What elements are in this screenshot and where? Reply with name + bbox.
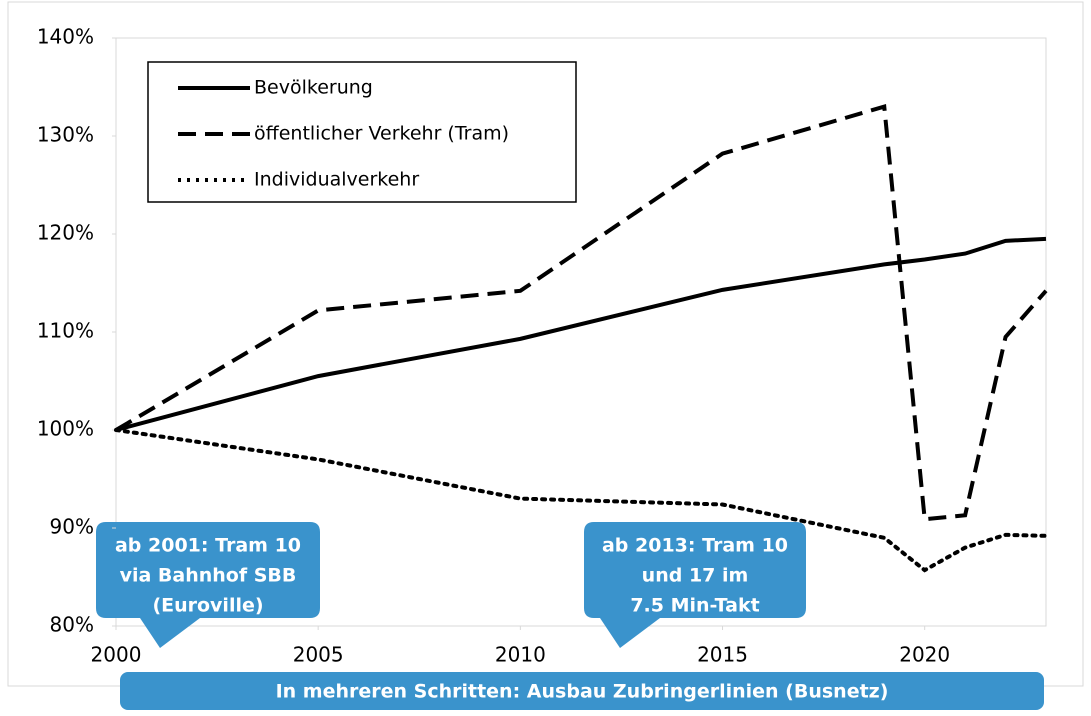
- annotation: ab 2013: Tram 10: [602, 535, 788, 557]
- y-tick-label: 100%: [37, 417, 94, 441]
- y-tick-label: 120%: [37, 221, 94, 245]
- callout: [584, 522, 806, 648]
- x-tick-label: 2000: [91, 643, 142, 667]
- annotation: In mehreren Schritten: Ausbau Zubringerl…: [276, 681, 889, 703]
- callout-bar: [120, 672, 1044, 710]
- data-line: [115, 236, 1047, 432]
- y-tick-label: 90%: [50, 515, 94, 539]
- x-tick-label: 2015: [697, 643, 748, 667]
- data-line: [114, 428, 1048, 573]
- x-tick-label: 2020: [899, 643, 950, 667]
- legend-label: Bevölkerung: [254, 77, 373, 99]
- callout: [96, 522, 320, 648]
- legend-label: Individualverkehr: [254, 169, 419, 191]
- legend-label: öffentlicher Verkehr (Tram): [254, 123, 509, 145]
- annotation: und 17 im: [642, 565, 749, 587]
- y-tick-label: 140%: [37, 25, 94, 49]
- y-tick-label: 110%: [37, 319, 94, 343]
- y-tick-label: 130%: [37, 123, 94, 147]
- y-tick-label: 80%: [50, 613, 94, 637]
- annotation: ab 2001: Tram 10: [115, 535, 301, 557]
- x-tick-label: 2010: [495, 643, 546, 667]
- annotation: 7.5 Min-Takt: [630, 595, 759, 617]
- annotation: (Euroville): [152, 595, 263, 617]
- x-tick-label: 2005: [293, 643, 344, 667]
- data-line: [114, 104, 1048, 522]
- annotation: via Bahnhof SBB: [120, 565, 297, 587]
